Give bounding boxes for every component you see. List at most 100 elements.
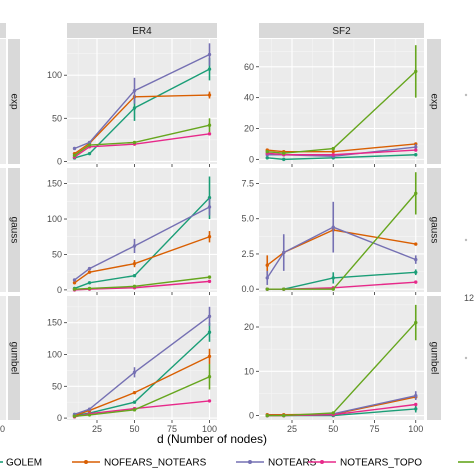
legend-entry-golem: GOLEM — [6, 458, 42, 469]
series-unlabeled — [72, 275, 212, 291]
data-point — [265, 149, 269, 154]
partial-row-strip — [8, 296, 20, 420]
data-point — [265, 413, 269, 418]
y-tick-label: 0.0 — [241, 284, 254, 294]
panel-background — [259, 296, 424, 420]
data-point — [132, 261, 137, 266]
legend: GOLEM NOFEARS_NOTEARS NOTEARS NOTEARS_TOPO — [0, 458, 474, 469]
series-line — [267, 70, 417, 154]
data-point — [87, 413, 92, 417]
data-point — [207, 67, 212, 71]
series-golem — [265, 153, 418, 162]
y-tick-label: 50 — [52, 113, 62, 123]
data-point — [414, 191, 418, 196]
partial-row-strip-label: gumbel — [9, 342, 20, 375]
partial-strip — [0, 23, 6, 38]
data-point — [72, 414, 77, 418]
x-tick-label: 100 — [408, 424, 423, 434]
panel-er4-gumbel: 0 50 100 150 25 50 75 100 — [47, 296, 217, 434]
y-tick-label: 50 — [52, 249, 62, 259]
x-tick-label: 25 — [287, 424, 297, 434]
series-line — [266, 226, 417, 279]
data-point — [331, 153, 335, 157]
data-point — [87, 266, 92, 271]
partial-row-strip — [8, 39, 20, 164]
data-point — [414, 407, 418, 411]
data-point — [265, 156, 269, 160]
y-tick-label: 5.0 — [241, 214, 254, 224]
data-point — [72, 278, 77, 282]
legend-label: GOLEM — [6, 458, 42, 469]
series-line — [267, 143, 416, 153]
panel-er4-exp: 0 50 100 ER4 — [47, 23, 217, 167]
legend-key-point — [248, 460, 252, 464]
legend-entry-notears: NOTEARS — [236, 458, 317, 469]
data-point — [207, 354, 212, 359]
y-tick-label: 0 — [249, 411, 254, 421]
data-point — [265, 287, 269, 291]
x-axis-title: d (Number of nodes) — [157, 432, 267, 446]
panel-sf2-exp: 0 20 40 60 SF2 exp — [244, 23, 441, 167]
data-point — [414, 402, 418, 407]
data-point — [207, 205, 212, 209]
data-point — [132, 284, 137, 289]
row-strip — [427, 39, 441, 164]
y-tick-label: 2.5 — [241, 249, 254, 259]
data-point — [414, 280, 418, 284]
data-point — [72, 146, 77, 151]
left-partial-panel: exp gauss gumbel 0 — [0, 23, 20, 434]
series-line — [74, 276, 210, 290]
data-point — [207, 375, 212, 379]
data-point — [414, 145, 418, 149]
data-point — [331, 146, 335, 151]
series-line — [74, 236, 210, 284]
partial-point — [464, 93, 468, 97]
panel-er4-gauss: 0 50 100 150 — [47, 168, 217, 295]
series-notears — [72, 198, 212, 282]
y-tick-label: 20 — [244, 322, 254, 332]
panel-sf2-gauss: 0.0 2.5 5.0 7.5 gauss — [241, 168, 441, 295]
series-line — [74, 53, 210, 150]
y-tick-label: 60 — [244, 62, 254, 72]
data-point — [414, 257, 418, 262]
data-point — [331, 276, 335, 280]
partial-row-strip-label: exp — [9, 93, 20, 110]
y-tick-label: 0 — [57, 156, 62, 166]
data-point — [72, 281, 77, 285]
panel-background — [67, 296, 217, 420]
series-line — [74, 68, 210, 159]
series-line — [267, 322, 417, 417]
x-tick-label: 75 — [369, 424, 379, 434]
partial-row-strip — [8, 168, 20, 292]
series-unlabeled — [265, 304, 418, 418]
data-point — [265, 263, 269, 267]
panel-background — [259, 39, 424, 164]
data-point — [331, 411, 335, 415]
series-line — [74, 355, 210, 417]
data-point — [207, 314, 212, 319]
x-tick-label: 25 — [92, 424, 102, 434]
data-point — [331, 225, 335, 229]
legend-entry-nofears-notears: NOFEARS_NOTEARS — [72, 458, 207, 469]
partial-point — [464, 356, 468, 360]
x-tick-label: 100 — [202, 424, 217, 434]
series-notears — [72, 306, 212, 416]
legend-label: NOTEARS — [268, 458, 317, 469]
data-point — [282, 287, 286, 291]
y-tick-label: 50 — [52, 381, 62, 391]
data-point — [132, 390, 137, 395]
panel-sf2-gumbel: 0 10 20 25 50 75 100 gumbel — [244, 296, 441, 434]
y-tick-label: 0 — [57, 413, 62, 423]
data-point — [207, 235, 212, 239]
series-unlabeled — [72, 364, 212, 418]
series-nofears-notears — [72, 231, 212, 285]
panel-grid: 050100ER40204060SF2exp0501001500.02.55.0… — [47, 23, 441, 434]
data-point — [414, 148, 418, 152]
series-unlabeled — [265, 45, 418, 155]
data-point — [87, 286, 92, 291]
series-line — [266, 229, 416, 266]
y-tick-label: 0 — [249, 154, 254, 164]
data-point — [207, 93, 212, 97]
y-tick-label: 20 — [244, 124, 254, 134]
